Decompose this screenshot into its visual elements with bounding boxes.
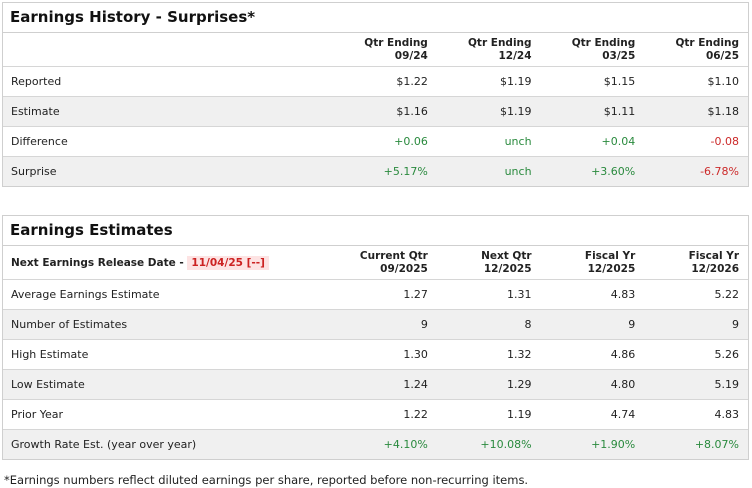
row-label: Prior Year — [3, 399, 334, 430]
table-cell: 5.22 — [644, 279, 748, 310]
table-cell: $1.11 — [540, 96, 645, 127]
release-date-link[interactable]: 11/04/25 [--] — [187, 255, 269, 270]
earnings-history-table: Qtr Ending 09/24 Qtr Ending 12/24 Qtr Endi… — [3, 33, 748, 186]
table-row: Growth Rate Est. (year over year) +4.10%… — [3, 429, 748, 459]
header-row: Qtr Ending 09/24 Qtr Ending 12/24 Qtr Endi… — [3, 33, 748, 67]
table-cell: 9 — [333, 309, 437, 340]
table-row: Difference +0.06 unch +0.04 -0.08 — [3, 126, 748, 157]
footnote: *Earnings numbers reflect diluted earnin… — [4, 473, 529, 487]
table-cell: -6.78% — [644, 156, 748, 186]
row-label: Estimate — [3, 96, 334, 127]
table-cell: +10.08% — [436, 429, 541, 459]
row-label: Low Estimate — [3, 369, 334, 400]
row-label: Growth Rate Est. (year over year) — [3, 429, 334, 459]
table-cell: 9 — [540, 309, 645, 340]
table-cell: $1.10 — [644, 66, 748, 97]
table-cell: 1.29 — [436, 369, 541, 400]
table-cell: 5.26 — [644, 339, 748, 370]
table-cell: 1.24 — [333, 369, 437, 400]
table-cell: +3.60% — [540, 156, 645, 186]
column-header: Current Qtr 09/2025 — [359, 250, 428, 275]
table-cell: 4.80 — [540, 369, 645, 400]
table-row: Prior Year 1.22 1.19 4.74 4.83 — [3, 399, 748, 430]
row-label: Surprise — [3, 156, 334, 186]
earnings-history-title: Earnings History - Surprises* — [3, 3, 748, 33]
table-cell: 1.31 — [436, 279, 541, 310]
table-cell: 8 — [436, 309, 541, 340]
column-header: Qtr Ending 06/25 — [675, 37, 739, 62]
column-header: Qtr Ending 03/25 — [571, 37, 636, 62]
table-cell: 4.86 — [540, 339, 645, 370]
earnings-estimates-panel: Earnings Estimates Next Earnings Release… — [2, 215, 749, 460]
table-cell: 5.19 — [644, 369, 748, 400]
table-row: Reported $1.22 $1.19 $1.15 $1.10 — [3, 66, 748, 97]
table-row: Average Earnings Estimate 1.27 1.31 4.83… — [3, 279, 748, 310]
earnings-estimates-title: Earnings Estimates — [3, 216, 748, 246]
table-cell: -0.08 — [644, 126, 748, 157]
table-cell: 9 — [644, 309, 748, 340]
table-cell: $1.19 — [436, 66, 541, 97]
column-header: Fiscal Yr 12/2025 — [584, 250, 636, 275]
earnings-estimates-table: Next Earnings Release Date - 11/04/25 [-… — [3, 246, 748, 459]
table-cell: +1.90% — [540, 429, 645, 459]
header-row: Next Earnings Release Date - 11/04/25 [-… — [3, 246, 748, 280]
table-cell: unch — [436, 126, 541, 157]
table-cell: unch — [436, 156, 541, 186]
table-cell: 1.27 — [333, 279, 437, 310]
table-cell: $1.16 — [333, 96, 437, 127]
table-cell: 4.74 — [540, 399, 645, 430]
table-cell: 1.30 — [333, 339, 437, 370]
table-row: Number of Estimates 9 8 9 9 — [3, 309, 748, 340]
table-row: Estimate $1.16 $1.19 $1.11 $1.18 — [3, 96, 748, 127]
row-label: Average Earnings Estimate — [3, 279, 334, 310]
release-date-header: Next Earnings Release Date - 11/04/25 [-… — [3, 246, 333, 280]
row-label: Number of Estimates — [3, 309, 334, 340]
table-cell: $1.18 — [644, 96, 748, 127]
table-cell: $1.22 — [333, 66, 437, 97]
table-cell: 1.22 — [333, 399, 437, 430]
table-cell: 1.19 — [436, 399, 541, 430]
table-cell: 4.83 — [540, 279, 645, 310]
row-label: Difference — [3, 126, 334, 157]
table-cell: $1.19 — [436, 96, 541, 127]
release-date-label: Next Earnings Release Date - — [11, 256, 184, 269]
table-cell: $1.15 — [540, 66, 645, 97]
column-header: Next Qtr 12/2025 — [481, 250, 532, 275]
table-cell: +4.10% — [333, 429, 437, 459]
table-cell: +0.04 — [540, 126, 645, 157]
table-cell: 4.83 — [644, 399, 748, 430]
table-cell: +0.06 — [333, 126, 437, 157]
column-header: Qtr Ending 09/24 — [364, 37, 428, 62]
column-header: Qtr Ending 12/24 — [468, 37, 532, 62]
row-label: Reported — [3, 66, 334, 97]
table-cell: +8.07% — [644, 429, 748, 459]
table-row: Surprise +5.17% unch +3.60% -6.78% — [3, 156, 748, 186]
row-label: High Estimate — [3, 339, 334, 370]
table-cell: +5.17% — [333, 156, 437, 186]
earnings-history-panel: Earnings History - Surprises* Qtr Ending… — [2, 2, 749, 187]
header-label-cell — [3, 33, 333, 67]
table-row: Low Estimate 1.24 1.29 4.80 5.19 — [3, 369, 748, 400]
table-cell: 1.32 — [436, 339, 541, 370]
column-header: Fiscal Yr 12/2026 — [688, 250, 739, 275]
table-row: High Estimate 1.30 1.32 4.86 5.26 — [3, 339, 748, 370]
